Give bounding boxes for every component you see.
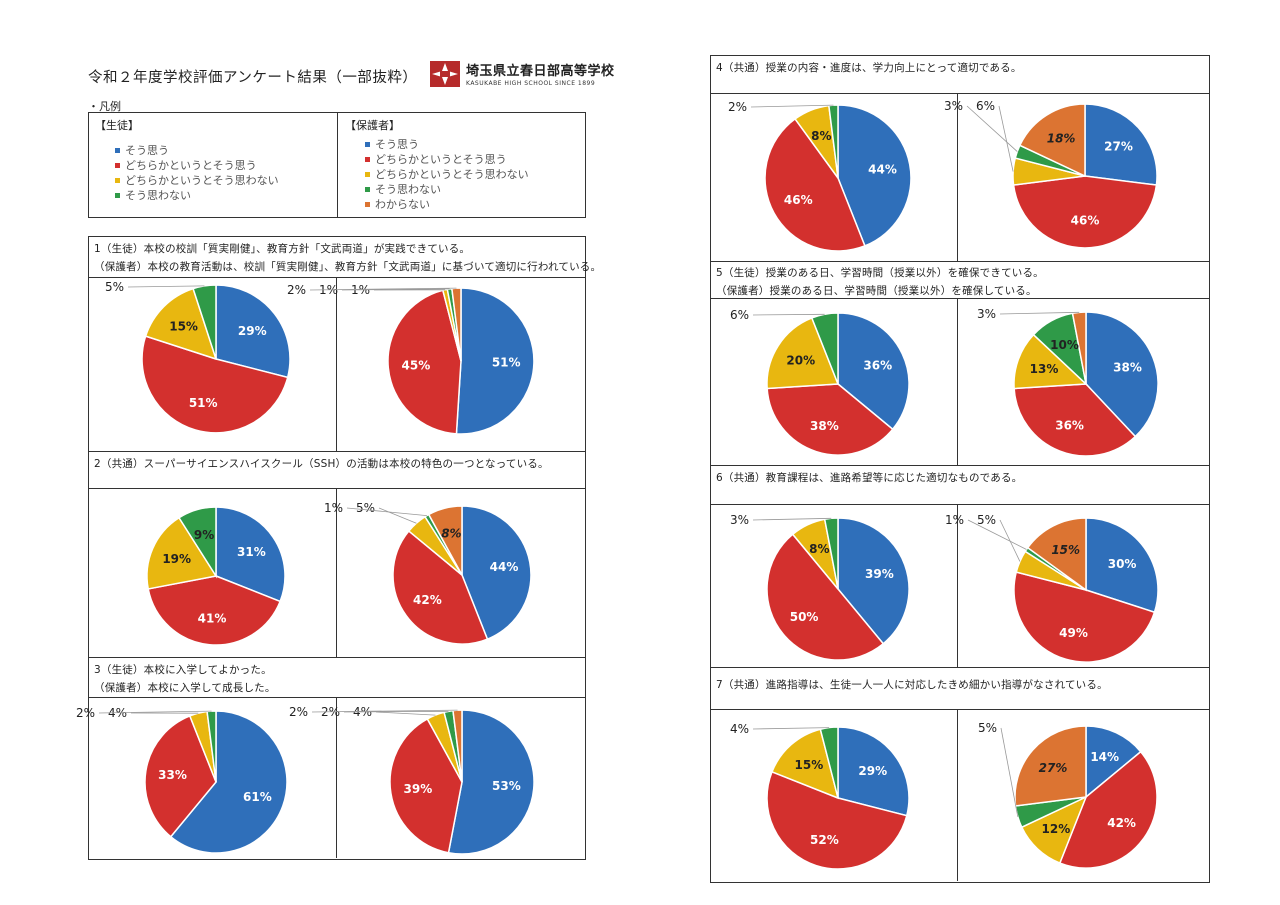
- legend-swatch: [115, 193, 120, 198]
- legend-item: どちらかというとそう思わない: [365, 167, 529, 182]
- legend-item: そう思わない: [115, 188, 279, 203]
- school-emblem-icon: [430, 60, 460, 87]
- legend-swatch: [365, 157, 370, 162]
- legend-swatch: [365, 172, 370, 177]
- legend-swatch: [365, 187, 370, 192]
- question-5-line1: 5（生徒）授業のある日、学習時間（授業以外）を確保できている。: [716, 267, 1044, 279]
- question-3-line1: 3（生徒）本校に入学してよかった。: [94, 664, 272, 676]
- legend-item: どちらかというとそう思う: [365, 152, 529, 167]
- legend-student-header: 【生徒】: [95, 119, 139, 132]
- question-4-line1: 4（共通）授業の内容・進度は、学力向上にとって適切である。: [716, 62, 1022, 74]
- legend-item: わからない: [365, 197, 529, 212]
- legend-box: 【生徒】 そう思う どちらかというとそう思う どちらかというとそう思わない そう…: [88, 112, 586, 218]
- question-6-line1: 6（共通）教育課程は、進路希望等に応じた適切なものである。: [716, 472, 1023, 484]
- question-7-line1: 7（共通）進路指導は、生徒一人一人に対応したきめ細かい指導がなされている。: [716, 679, 1108, 691]
- legend-label: ・凡例: [88, 100, 121, 113]
- school-subtitle: KASUKABE HIGH SCHOOL SINCE 1899: [466, 80, 596, 87]
- legend-item: そう思わない: [365, 182, 529, 197]
- legend-item: どちらかというとそう思わない: [115, 173, 279, 188]
- legend-item: そう思う: [365, 137, 529, 152]
- legend-item: どちらかというとそう思う: [115, 158, 279, 173]
- question-1-line2: （保護者）本校の教育活動は、校訓「質実剛健」、教育方針「文武両道」に基づいて適切…: [94, 261, 602, 273]
- school-logo: 埼玉県立春日部高等学校 KASUKABE HIGH SCHOOL SINCE 1…: [430, 60, 615, 87]
- legend-swatch: [115, 163, 120, 168]
- left-survey-frame: [88, 236, 586, 860]
- legend-swatch: [115, 178, 120, 183]
- legend-student: 【生徒】 そう思う どちらかというとそう思う どちらかというとそう思わない そう…: [95, 117, 279, 203]
- legend-parent: 【保護者】 そう思う どちらかというとそう思う どちらかというとそう思わない そ…: [345, 117, 529, 212]
- question-5-line2: （保護者）授業のある日、学習時間（授業以外）を確保している。: [716, 285, 1037, 297]
- page-title: 令和２年度学校評価アンケート結果（一部抜粋）: [88, 70, 418, 86]
- school-name: 埼玉県立春日部高等学校: [466, 64, 615, 79]
- legend-swatch: [365, 142, 370, 147]
- question-1-line1: 1（生徒）本校の校訓「質実剛健」、教育方針「文武両道」が実践できている。: [94, 243, 471, 255]
- legend-swatch: [115, 148, 120, 153]
- question-2-line1: 2（共通）スーパーサイエンスハイスクール（SSH）の活動は本校の特色の一つとなっ…: [94, 458, 549, 470]
- legend-parent-header: 【保護者】: [345, 119, 400, 132]
- right-survey-frame: [710, 55, 1210, 883]
- legend-item: そう思う: [115, 143, 279, 158]
- question-3-line2: （保護者）本校に入学して成長した。: [94, 682, 276, 694]
- legend-swatch: [365, 202, 370, 207]
